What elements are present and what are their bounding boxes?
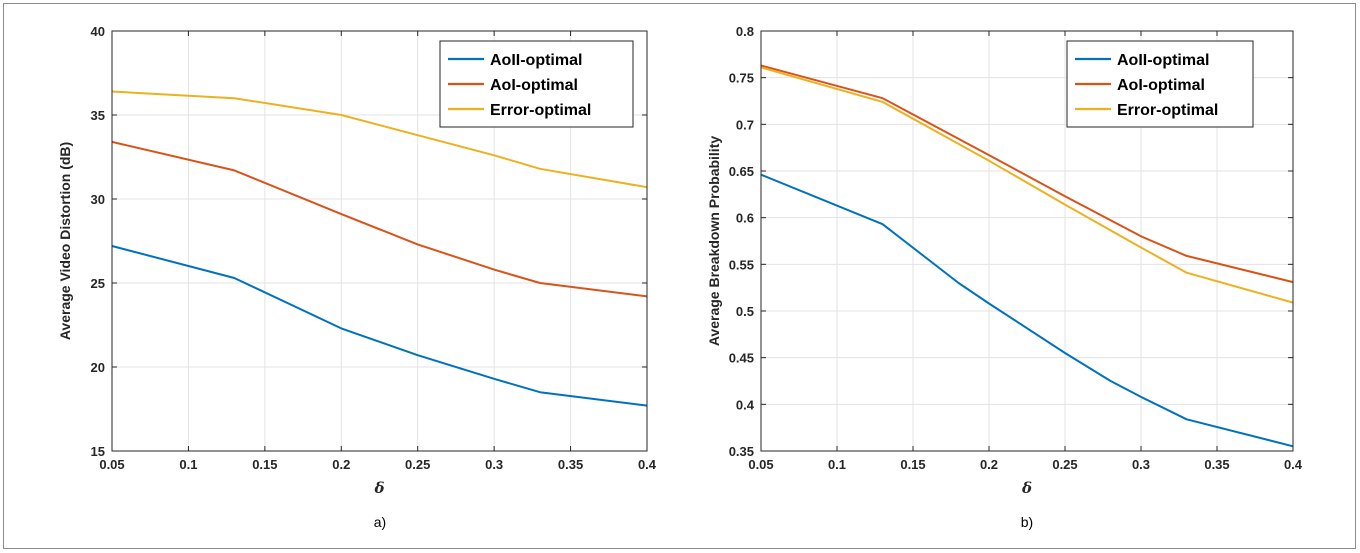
- legend-label-aoii-optimal: AoII-optimal: [490, 52, 582, 69]
- axes-box: [111, 30, 648, 452]
- x-tick-label: 0.4: [638, 457, 657, 472]
- x-tick-label: 0.15: [252, 457, 277, 472]
- x-tick-label: 0.05: [748, 457, 773, 472]
- x-tick-label: 0.25: [1052, 457, 1077, 472]
- x-tick-label: 0.2: [980, 457, 998, 472]
- x-axis-label: δ: [1021, 479, 1032, 497]
- y-tick-label: 40: [91, 24, 105, 39]
- series-line-error-optimal: [111, 90, 648, 189]
- y-tick-label: 0.45: [729, 351, 754, 366]
- x-tick-label: 0.3: [485, 457, 503, 472]
- legend-label-aoii-optimal: AoII-optimal: [1117, 52, 1209, 69]
- series-line-aoii-optimal: [111, 245, 648, 407]
- y-tick-label: 0.6: [736, 211, 754, 226]
- y-axis-label: Average Video Distortion (dB): [57, 142, 73, 340]
- panel-caption: b): [1021, 514, 1033, 530]
- y-tick-label: 0.65: [729, 164, 754, 179]
- y-axis-label: Average Breakdown Probability: [706, 136, 722, 347]
- x-tick-label: 0.4: [1284, 457, 1303, 472]
- series-line-aoi-optimal: [760, 64, 1294, 284]
- legend-label-aoi-optimal: AoI-optimal: [1117, 77, 1205, 94]
- y-tick-label: 0.8: [736, 24, 754, 39]
- legend-label-error-optimal: Error-optimal: [1117, 102, 1218, 119]
- series-line-aoi-optimal: [111, 140, 648, 298]
- x-tick-label: 0.2: [332, 457, 350, 472]
- x-tick-label: 0.05: [99, 457, 124, 472]
- x-axis-label: δ: [373, 479, 384, 497]
- y-tick-label: 0.7: [736, 117, 754, 132]
- series-line-error-optimal: [760, 66, 1294, 304]
- y-tick-label: 25: [91, 276, 105, 291]
- panel-b: 0.05 0.1 0.15 0.2 0.25 0.3 0.35 0.4 0.35 0.4 0.45 0…: [706, 24, 1303, 530]
- y-tick-label: 20: [91, 360, 105, 375]
- y-tick-label: 30: [91, 192, 105, 207]
- panel-a: 0.05 0.1 0.15 0.2 0.25 0.3 0.35 0.4 15 20 25 30 35 40…: [57, 24, 657, 530]
- y-tick-label: 35: [91, 108, 105, 123]
- x-tick-label: 0.35: [1204, 457, 1229, 472]
- y-tick-label: 0.75: [729, 71, 754, 86]
- x-tick-label: 0.25: [405, 457, 430, 472]
- x-tick-label: 0.1: [179, 457, 197, 472]
- x-tick-label: 0.3: [1132, 457, 1150, 472]
- x-tick-label: 0.1: [828, 457, 846, 472]
- y-tick-label: 15: [91, 444, 105, 459]
- series-line-aoii-optimal: [760, 173, 1294, 448]
- legend-label-aoi-optimal: AoI-optimal: [490, 77, 578, 94]
- x-tick-label: 0.15: [900, 457, 925, 472]
- y-tick-label: 0.4: [736, 397, 755, 412]
- y-tick-label: 0.5: [736, 304, 754, 319]
- axes-box: [760, 30, 1294, 452]
- y-tick-label: 0.55: [729, 257, 754, 272]
- panel-caption: a): [374, 514, 386, 530]
- x-tick-label: 0.35: [558, 457, 583, 472]
- legend-label-error-optimal: Error-optimal: [490, 102, 591, 119]
- figure-frame: [3, 3, 1356, 549]
- y-tick-label: 0.35: [729, 444, 754, 459]
